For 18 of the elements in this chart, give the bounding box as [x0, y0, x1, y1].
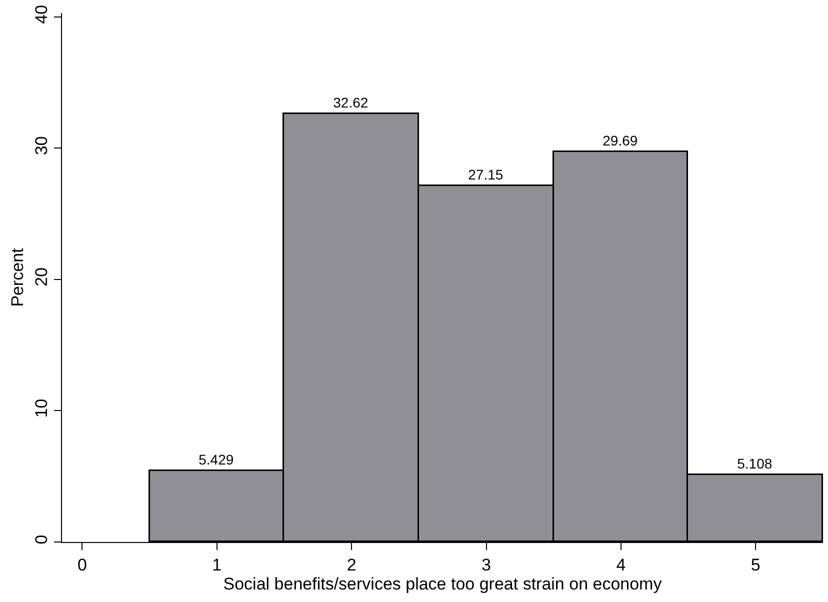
data-label: 5.108 — [737, 455, 772, 472]
x-tick-label: 2 — [346, 555, 356, 574]
x-tick-label: 4 — [616, 555, 626, 574]
x-tick-label: 5 — [750, 555, 760, 574]
x-tick-label: 1 — [212, 555, 222, 574]
y-tick-label: 10 — [32, 398, 52, 418]
y-axis-title: Percent — [8, 248, 27, 307]
y-tick-label: 0 — [32, 534, 52, 544]
y-tick-label: 20 — [32, 267, 52, 286]
y-tick-label: 30 — [32, 136, 52, 156]
x-tick-label: 3 — [482, 555, 492, 574]
x-tick-label: 0 — [77, 555, 87, 574]
data-label: 27.15 — [468, 166, 504, 182]
x-axis-title: Social benefits/services place too great strain on economy — [223, 574, 662, 594]
y-tick-label: 40 — [32, 4, 52, 24]
data-label: 5.429 — [198, 451, 234, 468]
data-label: 29.69 — [602, 132, 638, 148]
data-label: 32.62 — [333, 94, 368, 110]
